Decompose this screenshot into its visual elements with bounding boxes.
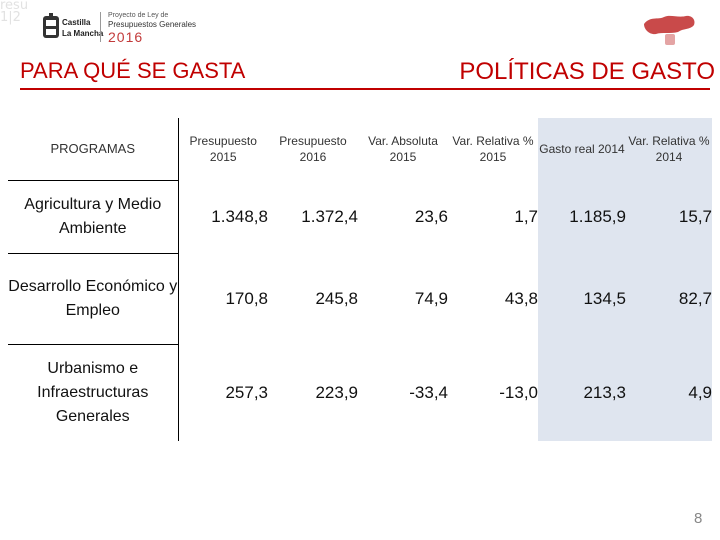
table-cell: 1,7 [514,207,538,226]
header-band: resu 1|2 Castilla La Mancha Proyecto de … [0,0,720,56]
table-cell: 134,5 [538,253,626,345]
region-logo-text: Castilla La Mancha [62,17,112,39]
table-cell: 1.185,9 [538,180,626,254]
budget-subtitle: Proyecto de Ley de [108,12,169,19]
logo-line-2: La Mancha [62,29,104,38]
table-cell: 1.348,8 [211,207,268,226]
column-header-var-absoluta: Var. Absoluta 2015 [368,134,438,165]
table-cell: 245,8 [315,289,358,308]
table-cell: 213,3 [538,344,626,441]
budget-title: Presupuestos Generales [108,20,197,29]
table-cell: 223,9 [315,382,358,402]
region-map-icon [644,15,695,45]
table-header-row: PROGRAMAS Presupuesto 2015 Presupuesto 2… [8,118,712,181]
budget-year: 2016 [108,29,144,45]
header-divider [100,12,101,42]
budget-table: PROGRAMAS Presupuesto 2015 Presupuesto 2… [8,118,713,441]
table-row: Desarrollo Económico y Empleo 170,8 245,… [8,253,712,345]
table-cell: -33,4 [409,382,448,402]
logo-line-1: Castilla [62,18,91,27]
table-cell: 4,9 [626,344,712,441]
coat-of-arms-icon [43,13,59,38]
table-cell: 257,3 [225,382,268,402]
section-title-right: POLÍTICAS DE GASTO [459,58,715,85]
column-header-presupuesto-2015: Presupuesto 2015 [189,134,257,165]
table-row: Urbanismo e Infraestructuras Generales 2… [8,344,712,441]
table-row: Agricultura y Medio Ambiente 1.348,8 1.3… [8,180,712,254]
table-cell: -13,0 [499,382,538,402]
table-cell: 82,7 [626,253,712,345]
column-header-presupuesto-2016: Presupuesto 2016 [279,134,347,165]
column-header-var-relativa-2014: Var. Relativa % 2014 [626,118,712,181]
row-label: Urbanismo e Infraestructuras Generales [8,344,179,441]
section-title-left: PARA QUÉ SE GASTA [20,58,246,83]
table-cell: 15,7 [626,180,712,254]
ghost-background-text: resu 1|2 [0,0,29,25]
table-cell: 170,8 [225,289,268,308]
table-cell: 74,9 [414,289,448,308]
budget-branding: Proyecto de Ley de Presupuestos Generale… [108,12,218,45]
row-label: Desarrollo Económico y Empleo [8,253,179,345]
column-header-var-relativa-2015: Var. Relativa % 2015 [452,134,534,165]
page-number: 8 [694,510,703,527]
title-underline [20,88,710,90]
table-cell: 1.372,4 [301,207,358,226]
column-header-programas: PROGRAMAS [8,118,179,181]
row-label: Agricultura y Medio Ambiente [8,180,179,254]
table-cell: 43,8 [504,289,538,308]
column-header-gasto-real-2014: Gasto real 2014 [538,118,626,181]
table-cell: 23,6 [414,207,448,226]
